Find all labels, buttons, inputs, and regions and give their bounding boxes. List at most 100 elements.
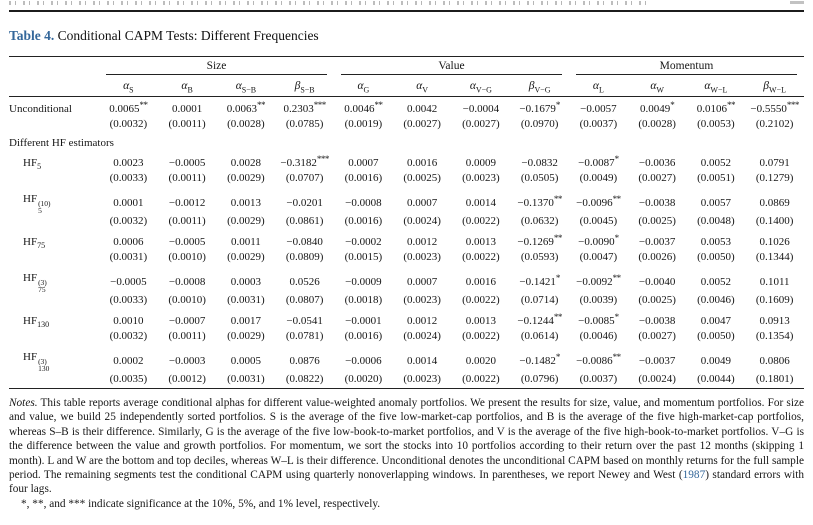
value-cell: 0.0014 xyxy=(465,196,496,209)
value-cell: 0.0005 xyxy=(230,354,261,367)
value-cell: 0.0047 xyxy=(700,315,731,327)
row-label-spacer xyxy=(9,329,99,345)
section-row: Different HF estimators xyxy=(9,133,804,151)
se-cell: (0.0046) xyxy=(579,330,618,342)
table-title-text: Conditional CAPM Tests: Different Freque… xyxy=(57,28,319,43)
se-cell: (0.0031) xyxy=(227,373,265,385)
se-cell: (0.0023) xyxy=(403,251,441,263)
se-cell: (0.1801) xyxy=(755,373,794,385)
se-cell: (0.0015) xyxy=(344,251,383,263)
page-divider-rule xyxy=(9,10,804,12)
value-cell: −0.0008 xyxy=(345,196,382,209)
value-cell: −0.0003 xyxy=(168,354,206,367)
value-cell: −0.5550*** xyxy=(750,100,799,116)
se-cell: (0.0039) xyxy=(579,294,618,306)
se-cell: (0.0632) xyxy=(520,215,559,227)
value-cell: −0.0004 xyxy=(462,103,500,115)
se-cell: (0.0024) xyxy=(403,215,441,227)
se-cell: (0.0027) xyxy=(403,118,441,130)
se-cell: (0.0037) xyxy=(579,373,618,385)
column-header: αG xyxy=(334,75,393,97)
value-cell: −0.0840 xyxy=(286,236,323,248)
value-cell: −0.0009 xyxy=(345,275,382,288)
citation-year-link[interactable]: 1987 xyxy=(682,469,706,482)
value-cell: 0.0052 xyxy=(700,275,731,288)
se-cell: (0.0020) xyxy=(344,373,383,385)
table-row: Unconditional 0.0065** 0.0001 0.0063** 0.230… xyxy=(9,97,804,118)
value-cell: −0.0096** xyxy=(576,193,621,209)
value-cell: 0.2303*** xyxy=(283,100,327,116)
table-row: HF (3) 130 0.0002 −0.0003 0.0005 0.0876 −0.0006… xyxy=(9,345,804,372)
se-cell: (0.0861) xyxy=(285,215,324,227)
table-number: Table 4. xyxy=(9,28,55,43)
row-label-spacer xyxy=(9,293,99,309)
se-cell: (0.0029) xyxy=(227,215,265,227)
value-cell: 0.0013 xyxy=(230,196,261,209)
se-cell: (0.0045) xyxy=(579,215,618,227)
row-label: HF (3) 75 xyxy=(23,272,47,294)
column-header: βW−L xyxy=(745,75,804,97)
value-cell: −0.0037 xyxy=(638,236,676,248)
value-cell: −0.1370** xyxy=(517,193,562,209)
value-cell: 0.0913 xyxy=(759,315,790,327)
se-cell: (0.0011) xyxy=(168,118,206,130)
value-cell: −0.0092** xyxy=(576,272,621,288)
stderr-row: (0.0032) (0.0011) (0.0028) (0.0785) (0.0019)… xyxy=(9,117,804,133)
notes-text-after: ) standard errors with four lags. xyxy=(9,469,805,496)
se-cell: (0.1279) xyxy=(755,172,794,184)
value-cell: −0.0012 xyxy=(168,196,206,209)
se-cell: (0.0029) xyxy=(227,172,265,184)
column-header: αV xyxy=(392,75,452,97)
se-cell: (0.0011) xyxy=(168,172,206,184)
table-row: HF (3) 75 −0.0005 −0.0008 0.0003 0.0526 −0.0009… xyxy=(9,266,804,293)
value-cell: −0.1421* xyxy=(519,272,560,288)
value-cell: −0.0005 xyxy=(110,275,147,288)
se-cell: (0.0505) xyxy=(520,172,559,184)
se-cell: (0.0714) xyxy=(520,294,559,306)
row-label: Unconditional xyxy=(9,103,72,115)
value-cell: 0.1011 xyxy=(759,275,790,288)
stderr-row: (0.0032) (0.0011) (0.0029) (0.0781) (0.0016)… xyxy=(9,329,804,345)
se-cell: (0.0027) xyxy=(638,172,676,184)
table-row: HF75 0.0006 −0.0005 0.0011 −0.0840 −0.0002 0.0… xyxy=(9,230,804,250)
se-cell: (0.0010) xyxy=(168,294,206,306)
se-cell: (0.0032) xyxy=(109,330,148,342)
significance-note: *, **, and *** indicate significance at … xyxy=(21,497,381,510)
value-cell: 0.0010 xyxy=(113,315,144,327)
value-cell: −0.0085* xyxy=(578,312,619,328)
se-cell: (0.0027) xyxy=(638,330,676,342)
value-cell: 0.0806 xyxy=(759,354,790,367)
value-cell: −0.1269** xyxy=(517,233,562,249)
se-cell: (0.2102) xyxy=(755,118,794,130)
value-cell: 0.0042 xyxy=(407,103,438,115)
row-label: HF (3) 130 xyxy=(23,351,50,373)
column-header: αS xyxy=(99,75,158,97)
value-cell: −0.0038 xyxy=(638,315,676,327)
column-header: βS−B xyxy=(275,75,334,97)
value-cell: −0.0036 xyxy=(638,157,676,169)
se-cell: (0.0027) xyxy=(462,118,500,130)
table-row: HF5 0.0023 −0.0005 0.0028 −0.3182*** 0.0007 0.… xyxy=(9,151,804,171)
se-cell: (0.0614) xyxy=(520,330,559,342)
value-cell: 0.0020 xyxy=(465,354,496,367)
value-cell: −0.0038 xyxy=(638,196,676,209)
se-cell: (0.0785) xyxy=(285,118,324,130)
se-cell: (0.0024) xyxy=(403,330,441,342)
value-cell: −0.0090* xyxy=(578,233,619,249)
se-cell: (0.0024) xyxy=(638,373,676,385)
group-header-value: Value xyxy=(334,57,569,75)
se-cell: (0.0012) xyxy=(168,373,206,385)
se-cell: (0.0029) xyxy=(227,330,265,342)
stderr-row: (0.0032) (0.0011) (0.0029) (0.0861) (0.0016)… xyxy=(9,214,804,230)
se-cell: (0.0022) xyxy=(462,330,500,342)
se-cell: (0.0796) xyxy=(520,373,559,385)
column-header: αL xyxy=(569,75,628,97)
se-cell: (0.0023) xyxy=(462,172,500,184)
row-label-spacer xyxy=(9,117,99,133)
value-cell: −0.0008 xyxy=(168,275,206,288)
value-cell: −0.0541 xyxy=(286,315,323,327)
se-cell: (0.1400) xyxy=(755,215,794,227)
se-cell: (0.0050) xyxy=(697,251,735,263)
value-cell: −0.1244** xyxy=(517,312,562,328)
se-cell: (0.0809) xyxy=(285,251,324,263)
